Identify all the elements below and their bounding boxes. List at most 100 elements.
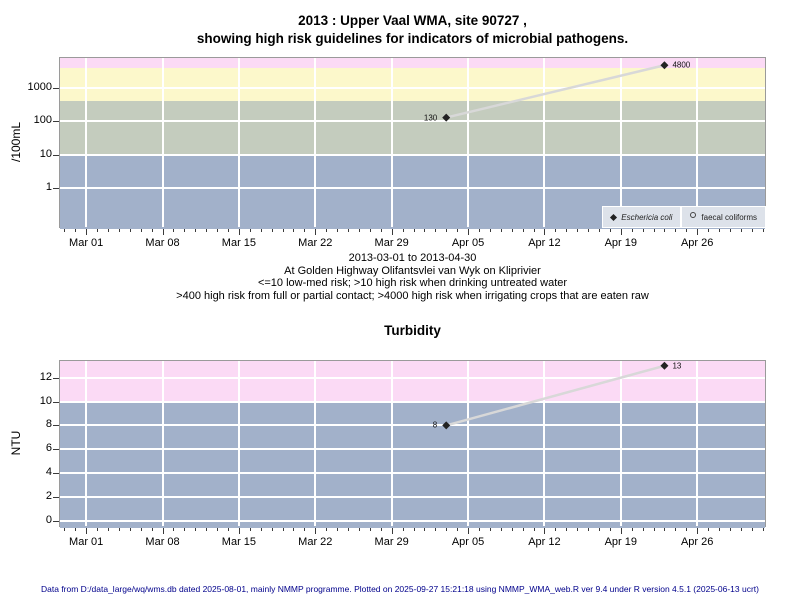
- y-axis-tick: [53, 87, 59, 89]
- x-axis-minor-tick: [129, 528, 131, 531]
- data-series-layer: [442, 361, 669, 430]
- y-axis-tick: [53, 121, 59, 123]
- main-title-line2: showing high risk guidelines for indicat…: [196, 31, 629, 46]
- x-axis-minor-tick: [413, 229, 415, 232]
- x-axis-minor-tick: [151, 528, 153, 531]
- risk-band-drinking-high-risk: [60, 101, 765, 155]
- x-axis-minor-tick: [108, 528, 109, 531]
- risk-band-high-turbidity: [60, 361, 765, 402]
- y-axis-tick-label: 0: [45, 513, 52, 526]
- grid-line-vertical: [696, 58, 699, 227]
- subtitle-site-description: At Golden Highway Olifantsvlei van Wyk o…: [284, 264, 541, 277]
- x-axis-tick-label: Mar 15: [221, 237, 257, 249]
- x-axis-minor-tick: [249, 229, 251, 232]
- y-axis-tick: [53, 496, 59, 498]
- x-axis-minor-tick: [118, 229, 120, 232]
- x-axis-tick-label: Apr 05: [451, 536, 485, 548]
- grid-line-vertical: [237, 361, 240, 526]
- grid-line-vertical: [467, 361, 470, 526]
- grid-line-horizontal: [60, 519, 765, 522]
- grid-line-vertical: [161, 361, 164, 526]
- x-axis-major-tick: [544, 528, 546, 534]
- legend-item-faecal-coliforms: faecal coliforms: [681, 206, 766, 228]
- x-axis-major-tick: [162, 229, 164, 235]
- x-axis-minor-tick: [664, 528, 666, 531]
- x-axis-minor-tick: [326, 528, 328, 531]
- x-axis-tick-label: Mar 29: [374, 536, 409, 548]
- y-axis-tick: [53, 154, 59, 156]
- x-axis-minor-tick: [457, 229, 459, 232]
- x-axis-minor-tick: [457, 528, 459, 531]
- x-axis-minor-tick: [500, 229, 502, 232]
- x-axis-minor-tick: [478, 229, 480, 232]
- x-axis-minor-tick: [729, 528, 731, 531]
- x-axis-minor-tick: [75, 528, 77, 531]
- x-axis-major-tick: [620, 229, 622, 235]
- grid-line-horizontal: [60, 86, 765, 89]
- x-axis-minor-tick: [97, 528, 99, 531]
- x-axis-minor-tick: [380, 528, 382, 531]
- footer-caption: Data from D:/data_large/wq/wms.db dated …: [41, 584, 759, 594]
- microbial-chart-plot: Eschericia coli faecal coliforms 130 4800…: [28, 57, 766, 249]
- data-point-marker: [660, 61, 669, 70]
- x-axis-minor-tick: [173, 528, 175, 531]
- y-axis-tick-label: 6: [45, 442, 52, 455]
- x-axis-minor-tick: [326, 229, 328, 232]
- x-axis-minor-tick: [369, 528, 371, 531]
- x-axis-minor-tick: [708, 229, 710, 232]
- x-axis-minor-tick: [75, 229, 77, 232]
- grid-line-vertical: [696, 361, 699, 526]
- y-axis-tick: [53, 449, 59, 451]
- grid-line-horizontal: [60, 187, 765, 190]
- x-axis-minor-tick: [478, 528, 480, 531]
- x-axis-minor-tick: [511, 229, 513, 232]
- grid-line-vertical: [314, 361, 317, 526]
- x-axis-tick-label: Mar 01: [69, 237, 104, 249]
- y-axis-tick: [53, 520, 59, 522]
- legend: Eschericia coli faecal coliforms: [602, 206, 766, 228]
- x-axis-minor-tick: [500, 528, 502, 531]
- x-axis-minor-tick: [533, 229, 535, 232]
- x-axis-minor-tick: [489, 229, 491, 232]
- x-axis-minor-tick: [206, 528, 208, 531]
- x-axis-tick-label: Mar 22: [298, 237, 333, 249]
- grid-line-horizontal: [60, 120, 765, 123]
- x-axis-tick-label: Mar 22: [298, 536, 333, 548]
- x-axis-minor-tick: [358, 528, 360, 531]
- x-axis-major-tick: [468, 229, 470, 235]
- x-axis-minor-tick: [740, 229, 742, 232]
- x-axis-minor-tick: [762, 229, 764, 232]
- x-axis-minor-tick: [151, 229, 153, 232]
- x-axis-minor-tick: [642, 229, 644, 232]
- grid-line-horizontal: [60, 424, 765, 427]
- subtitle-risk-note-2: >400 high risk from full or partial cont…: [176, 289, 649, 302]
- x-axis-minor-tick: [195, 528, 197, 531]
- x-axis-minor-tick: [304, 528, 306, 531]
- x-axis-minor-tick: [751, 528, 753, 531]
- open-circle-icon: [690, 211, 697, 218]
- x-axis-minor-tick: [729, 229, 731, 232]
- x-axis-minor-tick: [195, 229, 197, 232]
- x-axis-major-tick: [162, 528, 164, 534]
- x-axis-minor-tick: [217, 229, 219, 232]
- x-axis-minor-tick: [108, 229, 109, 232]
- filled-diamond-icon: [610, 213, 618, 221]
- x-axis-major-tick: [238, 229, 240, 235]
- data-point-label: 130: [423, 113, 438, 123]
- data-series-line: [445, 64, 665, 119]
- x-axis-tick-label: Apr 05: [451, 237, 485, 249]
- data-point-label: 4800: [672, 60, 691, 70]
- x-axis-minor-tick: [598, 229, 600, 232]
- x-axis-minor-tick: [686, 528, 688, 531]
- grid-line-vertical: [390, 58, 393, 227]
- x-axis-minor-tick: [631, 528, 633, 531]
- y-axis-tick-label: 4: [45, 466, 52, 479]
- x-axis-minor-tick: [348, 229, 350, 232]
- data-point-label: 8: [432, 420, 438, 430]
- y-axis-tick: [53, 473, 59, 475]
- subtitle-risk-note-1: <=10 low-med risk; >10 high risk when dr…: [257, 277, 568, 290]
- x-axis-minor-tick: [206, 229, 208, 232]
- y-axis-tick: [53, 401, 59, 403]
- grid-line-horizontal: [60, 495, 765, 498]
